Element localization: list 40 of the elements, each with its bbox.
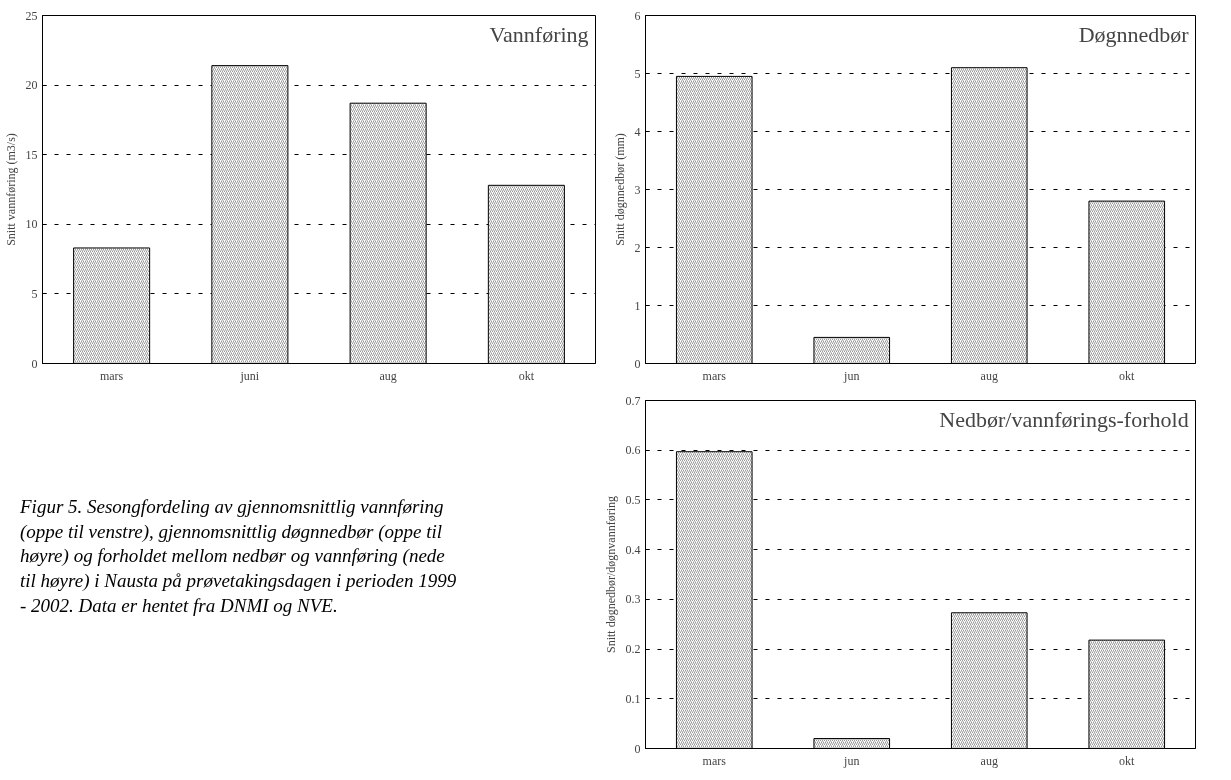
y-axis-title: Snitt døgnedbør/døgnvannføring — [603, 496, 618, 653]
chart-title: Vannføring — [489, 21, 589, 47]
y-tick-label: 4 — [634, 124, 641, 139]
x-tick-label: aug — [980, 753, 998, 768]
x-tick-label: jun — [843, 368, 860, 383]
y-tick-label: 5 — [634, 66, 641, 81]
y-axis-title: Snitt døgnnedbør (mm) — [612, 133, 627, 246]
text: Figur 5. Sesongfordeling av gjennomsnittlig vannføring (oppe til venstre), gjennomsnittlig døgnnedbør (oppe til høyre) og forholdet mellom nedbør og vannføring (nede til høyre) i Nausta på prøvetakingsdagen i perioden 1999 - 2002. Data er hentet fra DNMI og NVE. — [20, 495, 458, 618]
y-tick-label: 3 — [634, 182, 641, 197]
y-tick-label: 0.6 — [625, 443, 641, 458]
y-tick-label: 5 — [31, 286, 38, 301]
y-tick-label: 15 — [25, 147, 38, 162]
x-tick-label: mars — [702, 368, 727, 383]
y-tick-label: 6 — [634, 8, 641, 23]
x-tick-label: okt — [1119, 368, 1136, 383]
x-tick-label: okt — [518, 368, 535, 383]
y-tick-label: 0 — [634, 741, 641, 756]
y-tick-label: 0.4 — [625, 542, 641, 557]
x-tick-label: aug — [980, 368, 998, 383]
x-tick-label: jun — [843, 753, 860, 768]
y-tick-label: 10 — [25, 217, 38, 232]
x-tick-label: juni — [239, 368, 260, 383]
x-tick-label: mars — [702, 753, 727, 768]
y-tick-label: 0.2 — [625, 642, 641, 657]
y-tick-label: 0 — [634, 356, 641, 371]
y-tick-label: 1 — [634, 298, 641, 313]
x-tick-label: okt — [1119, 753, 1136, 768]
y-tick-label: 25 — [25, 8, 38, 23]
y-tick-label: 20 — [25, 78, 38, 93]
y-tick-label: 0.7 — [625, 393, 641, 408]
y-tick-label: 0.5 — [625, 492, 641, 507]
chart-title: Døgnnedbør — [1078, 21, 1190, 47]
x-tick-label: mars — [99, 368, 124, 383]
chart-title: Nedbør/vannførings-forhold — [939, 406, 1189, 432]
y-tick-label: 0 — [31, 356, 38, 371]
y-axis-title: Snitt vannføring (m3/s) — [3, 133, 18, 246]
x-tick-label: aug — [379, 368, 397, 383]
y-tick-label: 0.1 — [625, 691, 641, 706]
y-tick-label: 0.3 — [625, 592, 641, 607]
y-tick-label: 2 — [634, 240, 641, 255]
